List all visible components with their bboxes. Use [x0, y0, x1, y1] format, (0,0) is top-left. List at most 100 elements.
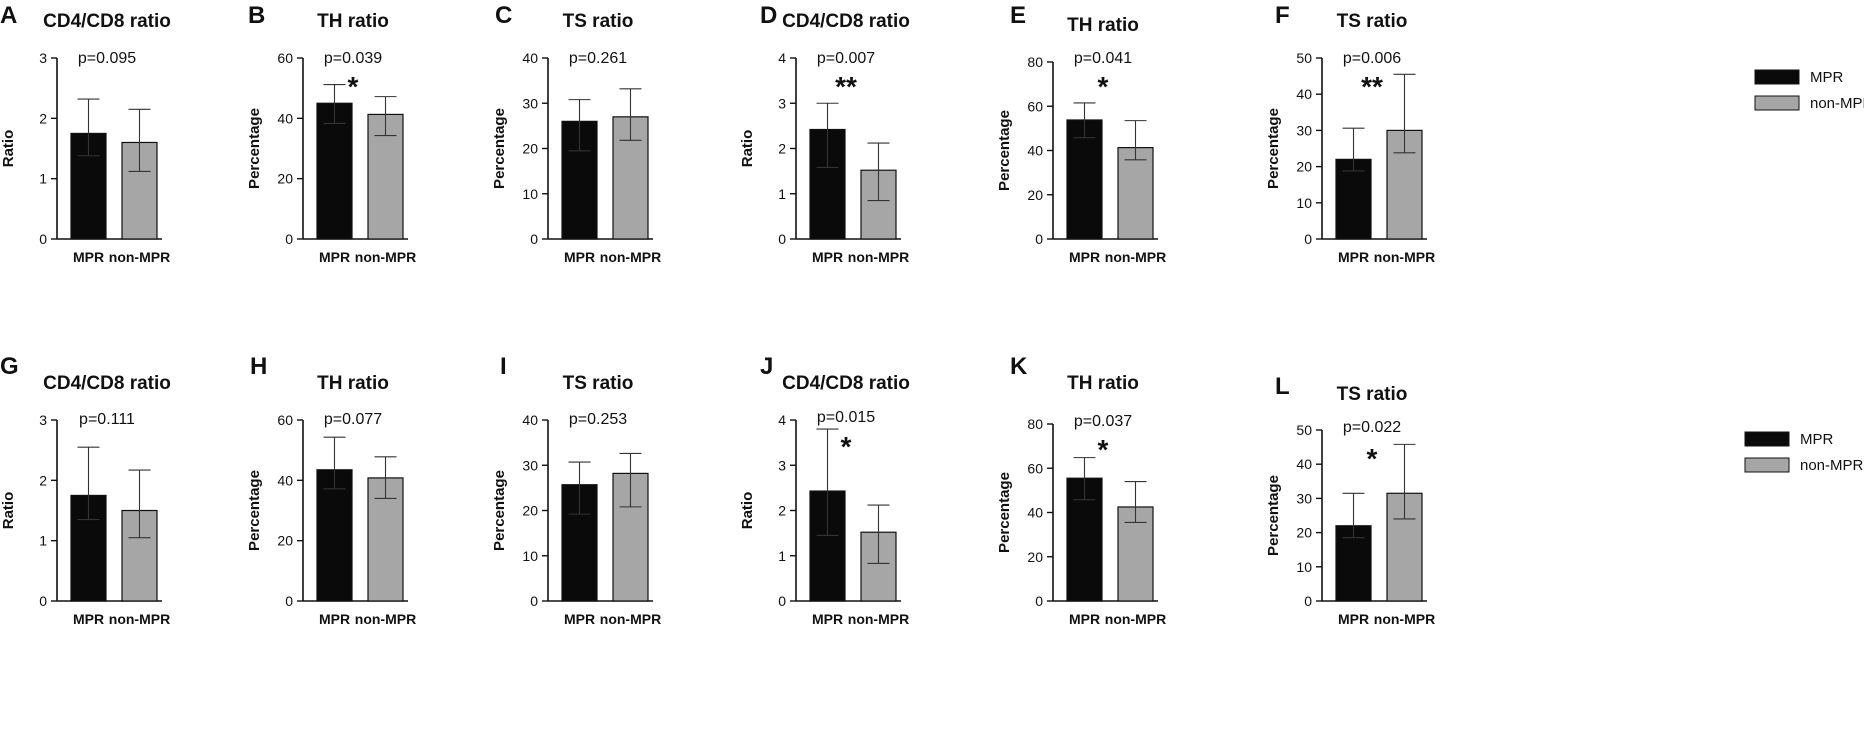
- y-tick-label: 4: [778, 50, 786, 66]
- p-value-label: p=0.015: [817, 409, 875, 426]
- panel-c: C TS ratio p=0.261 0 10 20 30 40 Percentage MPR no…: [491, 2, 661, 265]
- y-axis-label: Percentage: [246, 108, 263, 189]
- y-tick-label: 30: [522, 457, 538, 473]
- y-axis-label: Percentage: [996, 110, 1013, 191]
- category-label: non-MPR: [600, 611, 661, 627]
- y-axis-label: Ratio: [739, 130, 756, 168]
- category-label: non-MPR: [109, 611, 170, 627]
- category-label: MPR: [812, 249, 843, 265]
- y-tick-label: 1: [778, 548, 786, 564]
- y-axis-label: Percentage: [246, 470, 263, 551]
- y-tick-label: 50: [1296, 422, 1312, 438]
- y-tick-label: 3: [39, 412, 47, 428]
- p-value-label: p=0.253: [569, 411, 627, 428]
- y-tick-label: 0: [1035, 231, 1043, 247]
- category-label: MPR: [319, 611, 350, 627]
- y-tick-label: 0: [778, 231, 786, 247]
- y-axis-label: Percentage: [491, 108, 508, 189]
- y-tick-label: 3: [39, 50, 47, 66]
- panel-l: L TS ratio p=0.022 * 0 10 20 30 40 50 Percentage MP…: [1265, 373, 1435, 627]
- category-label: non-MPR: [355, 249, 416, 265]
- y-tick-label: 10: [1296, 195, 1312, 211]
- category-label: MPR: [73, 611, 104, 627]
- y-axis-label: Ratio: [0, 130, 17, 168]
- panel-letter: A: [0, 2, 17, 29]
- significance-marker: *: [1098, 434, 1109, 465]
- panel-title: TH ratio: [317, 373, 389, 394]
- p-value-label: p=0.007: [817, 50, 875, 67]
- panel-title: CD4/CD8 ratio: [43, 11, 171, 32]
- y-tick-label: 40: [522, 412, 538, 428]
- category-label: MPR: [1338, 249, 1369, 265]
- bar-mpr: [1335, 525, 1372, 602]
- y-tick-label: 2: [39, 472, 47, 488]
- y-tick-label: 20: [1027, 549, 1043, 565]
- y-tick-label: 1: [39, 171, 47, 187]
- y-tick-label: 20: [522, 141, 538, 157]
- panel-e: E TH ratio p=0.041 * 0 20 40 60 80 Percentage MPR n…: [996, 2, 1166, 265]
- bar-mpr: [1335, 158, 1372, 240]
- panel-letter: J: [760, 353, 773, 380]
- panel-letter: B: [248, 2, 265, 29]
- legend-label: MPR: [1800, 431, 1834, 448]
- y-tick-label: 4: [778, 412, 786, 428]
- category-label: MPR: [319, 249, 350, 265]
- category-label: non-MPR: [1374, 611, 1435, 627]
- y-tick-label: 0: [1304, 593, 1312, 609]
- y-tick-label: 60: [277, 50, 293, 66]
- panel-i: I TS ratio p=0.253 0 10 20 30 40 Percentage MPR no…: [491, 353, 661, 627]
- y-tick-label: 60: [277, 412, 293, 428]
- bar-non-mpr: [1117, 147, 1154, 240]
- significance-marker: *: [1098, 71, 1109, 102]
- p-value-label: p=0.095: [78, 50, 136, 67]
- y-tick-label: 30: [1296, 490, 1312, 506]
- panel-title: TS ratio: [1337, 11, 1408, 32]
- significance-marker: **: [835, 71, 857, 102]
- y-tick-label: 20: [522, 503, 538, 519]
- y-tick-label: 80: [1027, 416, 1043, 432]
- y-tick-label: 2: [39, 110, 47, 126]
- panel-j: J CD4/CD8 ratio p=0.015 * 0 1 2 3 4 Ratio MPR non-M…: [739, 353, 910, 627]
- category-label: MPR: [1069, 249, 1100, 265]
- y-tick-label: 40: [277, 472, 293, 488]
- bar-mpr: [1066, 119, 1103, 240]
- y-tick-label: 40: [1296, 456, 1312, 472]
- category-label: non-MPR: [848, 249, 909, 265]
- category-label: non-MPR: [600, 249, 661, 265]
- category-label: non-MPR: [1105, 249, 1166, 265]
- y-tick-label: 20: [1296, 159, 1312, 175]
- y-tick-label: 40: [522, 50, 538, 66]
- category-label: non-MPR: [1105, 611, 1166, 627]
- y-tick-label: 40: [1027, 143, 1043, 159]
- y-axis-label: Percentage: [491, 470, 508, 551]
- panel-title: TS ratio: [1337, 384, 1408, 405]
- panel-title: TS ratio: [563, 11, 634, 32]
- legend-label: non-MPR: [1800, 457, 1864, 474]
- significance-marker: *: [1367, 443, 1378, 474]
- p-value-label: p=0.111: [79, 411, 135, 428]
- panel-title: TH ratio: [1067, 373, 1139, 394]
- y-axis-label: Ratio: [739, 492, 756, 530]
- significance-marker: **: [1361, 71, 1383, 102]
- category-label: MPR: [1338, 611, 1369, 627]
- y-tick-label: 3: [778, 457, 786, 473]
- y-tick-label: 20: [1296, 525, 1312, 541]
- panel-k: K TH ratio p=0.037 * 0 20 40 60 80 Percentage MPR n…: [996, 353, 1166, 627]
- panel-a: A CD4/CD8 ratio p=0.095 0 1 2 3 Ratio MPR non-MPR: [0, 2, 171, 265]
- panel-letter: I: [500, 353, 507, 380]
- y-tick-label: 20: [1027, 187, 1043, 203]
- y-tick-label: 40: [1027, 505, 1043, 521]
- p-value-label: p=0.077: [324, 411, 382, 428]
- bar-mpr: [316, 469, 353, 602]
- y-tick-label: 0: [285, 231, 293, 247]
- panel-h: H TH ratio p=0.077 0 20 40 60 Percentage MPR non-…: [246, 353, 416, 627]
- y-tick-label: 10: [522, 186, 538, 202]
- y-tick-label: 1: [778, 186, 786, 202]
- category-label: non-MPR: [109, 249, 170, 265]
- category-label: non-MPR: [848, 611, 909, 627]
- y-tick-label: 20: [277, 171, 293, 187]
- panel-title: CD4/CD8 ratio: [782, 373, 910, 394]
- legend-label: MPR: [1810, 69, 1844, 86]
- significance-marker: *: [348, 71, 359, 102]
- legend-label: non-MPR: [1810, 95, 1864, 112]
